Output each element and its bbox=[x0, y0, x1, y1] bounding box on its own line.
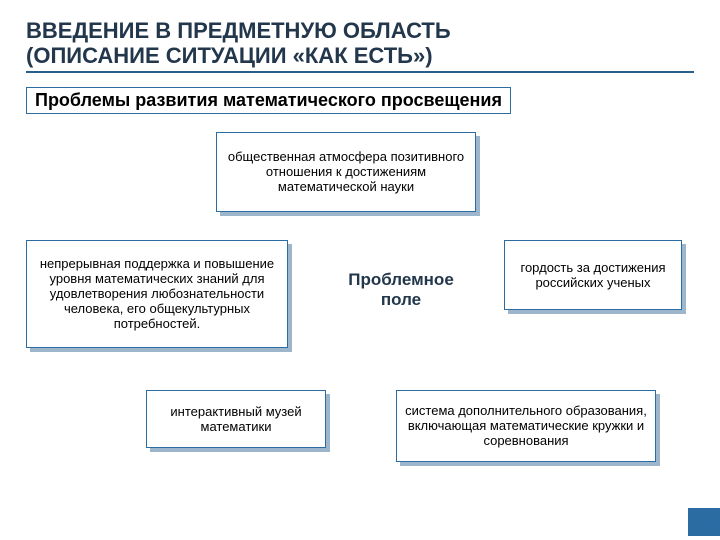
box-bottom-right-text: система дополнительного образования, вкл… bbox=[405, 403, 647, 448]
box-center: Проблемное поле bbox=[326, 260, 476, 320]
box-left-text: непрерывная поддержка и повышение уровня… bbox=[35, 256, 279, 331]
box-left: непрерывная поддержка и повышение уровня… bbox=[26, 240, 288, 348]
diagram-canvas: общественная атмосфера позитивного отнош… bbox=[26, 132, 694, 502]
box-center-text: Проблемное поле bbox=[326, 270, 476, 310]
slide-subtitle: Проблемы развития математического просве… bbox=[26, 87, 511, 114]
title-line-2: (ОПИСАНИЕ СИТУАЦИИ «КАК ЕСТЬ») bbox=[26, 43, 433, 68]
title-line-1: ВВЕДЕНИЕ В ПРЕДМЕТНУЮ ОБЛАСТЬ bbox=[26, 18, 451, 43]
page-number: 4 bbox=[702, 515, 710, 532]
slide-title: ВВЕДЕНИЕ В ПРЕДМЕТНУЮ ОБЛАСТЬ (ОПИСАНИЕ … bbox=[26, 18, 694, 73]
box-bottom-left: интерактивный музей математики bbox=[146, 390, 326, 448]
box-right: гордость за достижения российских ученых bbox=[504, 240, 682, 310]
box-right-text: гордость за достижения российских ученых bbox=[513, 260, 673, 290]
box-bottom-left-text: интерактивный музей математики bbox=[155, 404, 317, 434]
box-bottom-right: система дополнительного образования, вкл… bbox=[396, 390, 656, 462]
box-top-text: общественная атмосфера позитивного отнош… bbox=[225, 149, 467, 194]
box-top: общественная атмосфера позитивного отнош… bbox=[216, 132, 476, 212]
